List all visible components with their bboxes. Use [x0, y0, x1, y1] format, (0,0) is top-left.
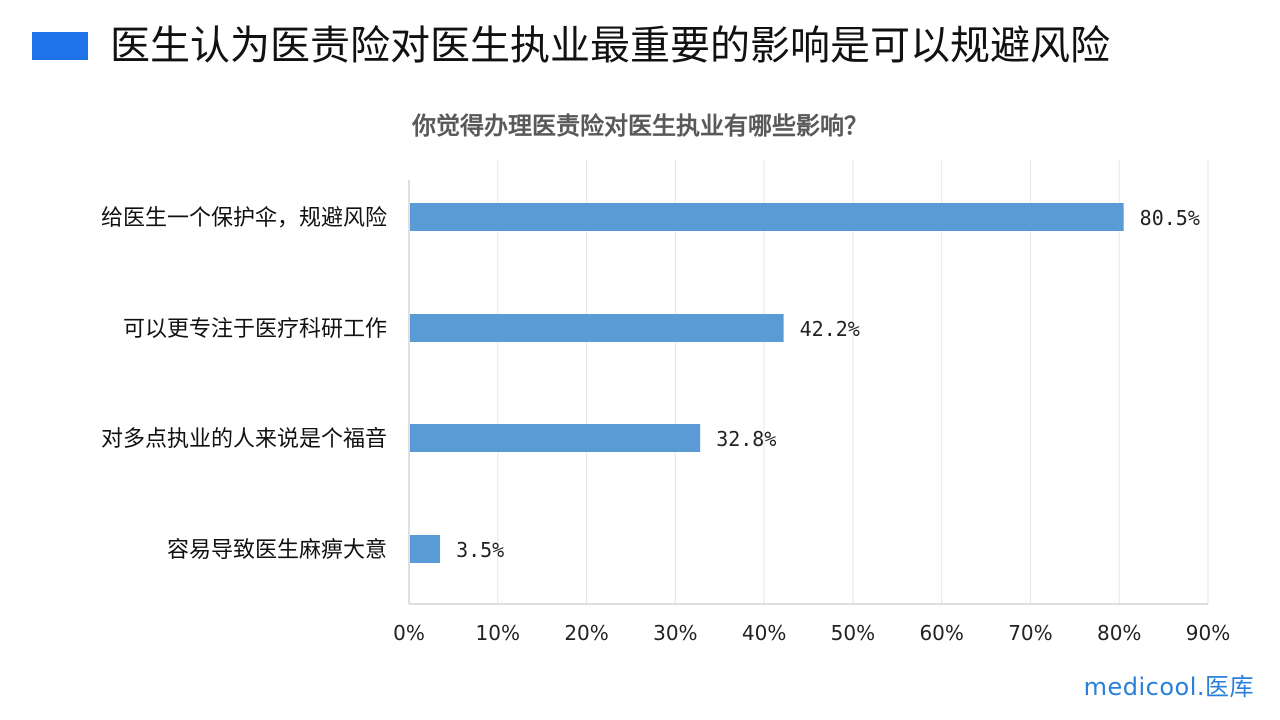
x-tick-label: 30% — [653, 621, 697, 645]
x-tick-label: 40% — [742, 621, 786, 645]
x-tick-label: 60% — [919, 621, 963, 645]
x-tick-label: 10% — [476, 621, 520, 645]
data-label: 42.2% — [800, 317, 860, 341]
category-label: 给医生一个保护伞，规避风险 — [101, 206, 387, 231]
x-tick-label: 0% — [393, 621, 425, 645]
bar — [410, 314, 784, 342]
data-label: 3.5% — [456, 538, 504, 562]
category-label: 可以更专注于医疗科研工作 — [123, 317, 387, 342]
data-label: 80.5% — [1140, 206, 1200, 230]
page-title: 医生认为医责险对医生执业最重要的影响是可以规避风险 — [110, 23, 1110, 69]
title-marker — [32, 32, 88, 60]
bar — [410, 424, 701, 452]
x-tick-label: 20% — [564, 621, 608, 645]
category-label: 容易导致医生麻痹大意 — [167, 538, 387, 563]
x-tick-label: 70% — [1008, 621, 1052, 645]
bar — [410, 203, 1124, 231]
bar — [410, 535, 441, 563]
x-tick-label: 90% — [1186, 621, 1230, 645]
medicool-logo: medicool.医库 — [1083, 673, 1254, 701]
data-label: 32.8% — [716, 427, 776, 451]
x-tick-label: 50% — [831, 621, 875, 645]
x-tick-label: 80% — [1097, 621, 1141, 645]
category-label: 对多点执业的人来说是个福音 — [101, 427, 387, 452]
chart-title: 你觉得办理医责险对医生执业有哪些影响？ — [412, 112, 868, 140]
